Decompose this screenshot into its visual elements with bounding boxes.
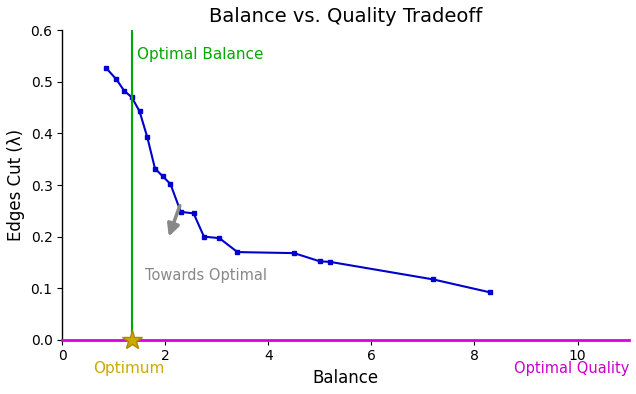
Text: Optimal Quality: Optimal Quality bbox=[514, 361, 629, 376]
X-axis label: Balance: Balance bbox=[312, 369, 378, 387]
Text: Towards Optimal: Towards Optimal bbox=[144, 268, 266, 283]
Y-axis label: Edges Cut (λ): Edges Cut (λ) bbox=[7, 129, 25, 241]
Text: Optimal Balance: Optimal Balance bbox=[137, 46, 263, 61]
Text: Optimum: Optimum bbox=[93, 361, 165, 376]
Title: Balance vs. Quality Tradeoff: Balance vs. Quality Tradeoff bbox=[209, 7, 482, 26]
